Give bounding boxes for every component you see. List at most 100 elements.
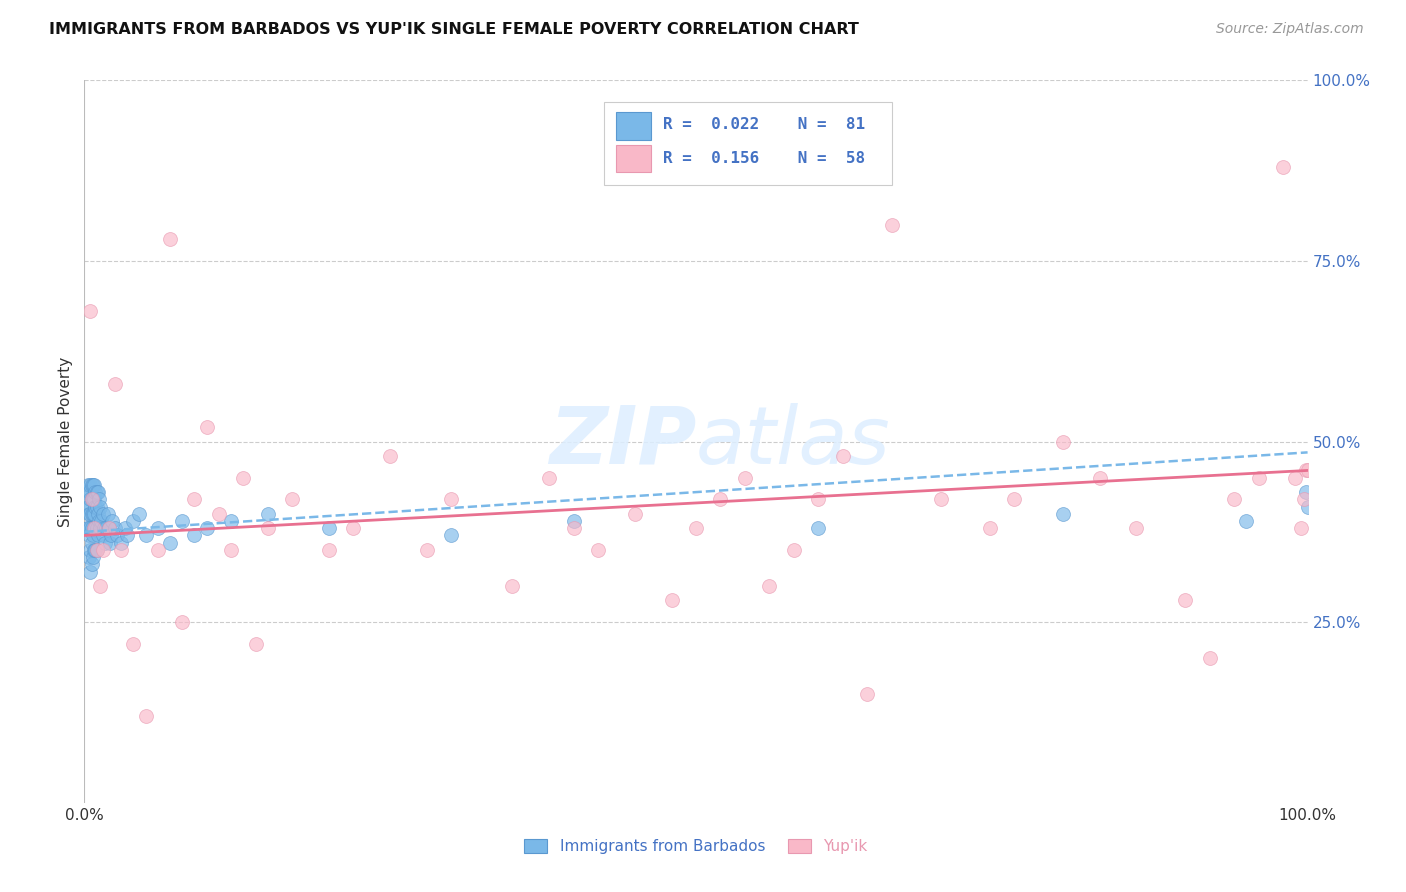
Point bbox=[183, 492, 205, 507]
Point bbox=[245, 637, 267, 651]
Point bbox=[86, 485, 108, 500]
Point bbox=[77, 507, 100, 521]
Point bbox=[1295, 463, 1317, 477]
Point bbox=[84, 500, 107, 514]
Point bbox=[1125, 521, 1147, 535]
Point bbox=[257, 521, 280, 535]
Point bbox=[82, 492, 104, 507]
Point bbox=[80, 521, 103, 535]
Point bbox=[929, 492, 952, 507]
Point bbox=[100, 528, 122, 542]
Point bbox=[77, 478, 100, 492]
Point bbox=[94, 535, 117, 549]
Point bbox=[502, 579, 524, 593]
Point bbox=[79, 542, 101, 557]
Point bbox=[114, 521, 136, 535]
Point bbox=[172, 514, 194, 528]
Point bbox=[1296, 500, 1319, 514]
Point bbox=[880, 218, 903, 232]
Point bbox=[80, 492, 103, 507]
Point bbox=[76, 500, 98, 514]
Point bbox=[979, 521, 1001, 535]
Point bbox=[77, 485, 100, 500]
Point bbox=[82, 528, 104, 542]
Point bbox=[128, 507, 150, 521]
Point bbox=[709, 492, 731, 507]
Point bbox=[83, 521, 105, 535]
FancyBboxPatch shape bbox=[616, 145, 651, 172]
Text: Source: ZipAtlas.com: Source: ZipAtlas.com bbox=[1216, 22, 1364, 37]
Point bbox=[1052, 507, 1074, 521]
Text: atlas: atlas bbox=[696, 402, 891, 481]
Point bbox=[77, 500, 100, 514]
Point bbox=[1291, 521, 1313, 535]
Point bbox=[1088, 470, 1111, 484]
Point bbox=[1284, 470, 1306, 484]
Point bbox=[110, 542, 132, 557]
Point bbox=[562, 514, 585, 528]
Point bbox=[82, 507, 104, 521]
Point bbox=[96, 521, 118, 535]
Point bbox=[538, 470, 561, 484]
Point bbox=[807, 521, 830, 535]
Point bbox=[734, 470, 756, 484]
Point bbox=[195, 521, 218, 535]
Text: ZIP: ZIP bbox=[548, 402, 696, 481]
FancyBboxPatch shape bbox=[616, 112, 651, 139]
Point bbox=[831, 449, 853, 463]
Point bbox=[87, 507, 110, 521]
Point bbox=[84, 542, 107, 557]
Point bbox=[1223, 492, 1246, 507]
Point bbox=[1174, 593, 1197, 607]
Point bbox=[79, 565, 101, 579]
Point bbox=[97, 521, 120, 535]
Point bbox=[110, 535, 132, 549]
Point bbox=[807, 492, 830, 507]
Point bbox=[82, 478, 104, 492]
Point bbox=[79, 304, 101, 318]
Point bbox=[135, 709, 157, 723]
Point bbox=[75, 485, 97, 500]
Point bbox=[1198, 651, 1220, 665]
Point bbox=[661, 593, 683, 607]
Point bbox=[440, 528, 463, 542]
Point bbox=[87, 514, 110, 528]
Point bbox=[856, 687, 879, 701]
Point bbox=[416, 542, 439, 557]
Point bbox=[318, 542, 340, 557]
Point bbox=[86, 521, 108, 535]
Point bbox=[105, 528, 128, 542]
Point bbox=[97, 521, 120, 535]
Point bbox=[146, 521, 169, 535]
Point bbox=[79, 507, 101, 521]
Point bbox=[76, 521, 98, 535]
Point bbox=[135, 528, 157, 542]
Point bbox=[101, 514, 124, 528]
Point bbox=[219, 542, 242, 557]
Point bbox=[624, 507, 647, 521]
Point bbox=[97, 507, 120, 521]
Point bbox=[758, 579, 780, 593]
Point bbox=[1002, 492, 1025, 507]
Point bbox=[86, 500, 108, 514]
Point bbox=[1052, 434, 1074, 449]
Point bbox=[93, 521, 115, 535]
Point bbox=[83, 492, 105, 507]
Point bbox=[183, 528, 205, 542]
Point bbox=[1296, 463, 1319, 477]
Point bbox=[195, 420, 218, 434]
Text: IMMIGRANTS FROM BARBADOS VS YUP'IK SINGLE FEMALE POVERTY CORRELATION CHART: IMMIGRANTS FROM BARBADOS VS YUP'IK SINGL… bbox=[49, 22, 859, 37]
Point bbox=[87, 492, 110, 507]
Point bbox=[80, 535, 103, 549]
Point bbox=[586, 542, 609, 557]
Point bbox=[83, 542, 105, 557]
Point bbox=[115, 528, 138, 542]
Point bbox=[232, 470, 254, 484]
Point bbox=[89, 521, 111, 535]
Point bbox=[1292, 492, 1315, 507]
Point bbox=[1272, 160, 1295, 174]
Point bbox=[79, 492, 101, 507]
Point bbox=[257, 507, 280, 521]
Point bbox=[89, 579, 111, 593]
Point bbox=[1236, 514, 1258, 528]
